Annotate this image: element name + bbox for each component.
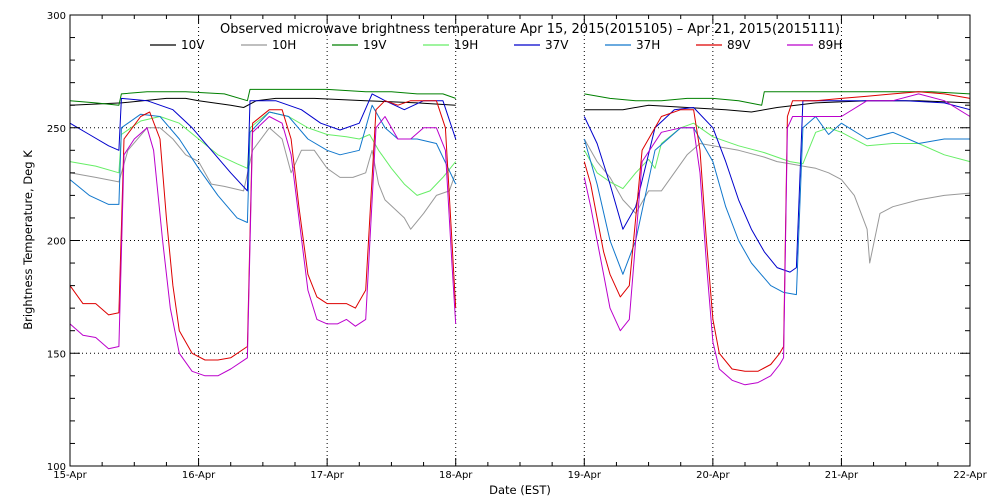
x-tick-label: 17-Apr (310, 470, 344, 481)
chart-title: Observed microwave brightness temperatur… (220, 22, 840, 37)
x-tick-label: 18-Apr (439, 470, 473, 481)
legend-label-19v: 19V (363, 38, 387, 52)
x-tick-label: 19-Apr (568, 470, 602, 481)
series-line-89h (583, 93, 971, 386)
legend-label-89v: 89V (727, 38, 751, 52)
x-tick-label: 22-Apr (953, 470, 987, 481)
series-line-19v (69, 88, 456, 106)
x-tick-label: 21-Apr (825, 470, 859, 481)
legend-label-89h: 89H (818, 38, 842, 52)
y-tick-label: 200 (47, 237, 66, 248)
y-tick-label: 300 (47, 11, 66, 22)
legend-label-10h: 10H (272, 38, 296, 52)
x-tick-label: 15-Apr (53, 470, 87, 481)
series-layer (69, 88, 971, 386)
series-line-89h (69, 116, 457, 377)
series-line-10h (69, 127, 457, 230)
legend-label-10v: 10V (181, 38, 205, 52)
series-line-19v (584, 91, 971, 106)
x-tick-label: 16-Apr (182, 470, 216, 481)
x-tick-label: 20-Apr (696, 470, 730, 481)
tick-layer: 15-Apr 16-Apr 17-Apr 18-Apr 19-Apr 20-Apr 21-A… (47, 11, 988, 481)
series-line-37v (69, 93, 457, 192)
y-tick-label: 150 (47, 349, 66, 360)
series-line-37h (69, 104, 457, 223)
series-line-10v (69, 97, 456, 108)
series-line-19h (583, 122, 971, 190)
legend: 10V 10H 19V 19H 37V 37H 89V 89H (150, 38, 842, 52)
y-tick-label: 100 (47, 462, 66, 473)
legend-label-37v: 37V (545, 38, 569, 52)
series-line-37v (583, 100, 971, 273)
y-axis-title: Brightness Temperature, Deg K (21, 150, 35, 330)
y-tick-label: 250 (47, 124, 66, 135)
legend-label-37h: 37H (636, 38, 660, 52)
legend-label-19h: 19H (454, 38, 478, 52)
series-line-89v (583, 91, 971, 372)
series-line-10h (583, 138, 971, 264)
x-axis-title: Date (EST) (489, 483, 551, 497)
series-line-89v (69, 100, 457, 361)
